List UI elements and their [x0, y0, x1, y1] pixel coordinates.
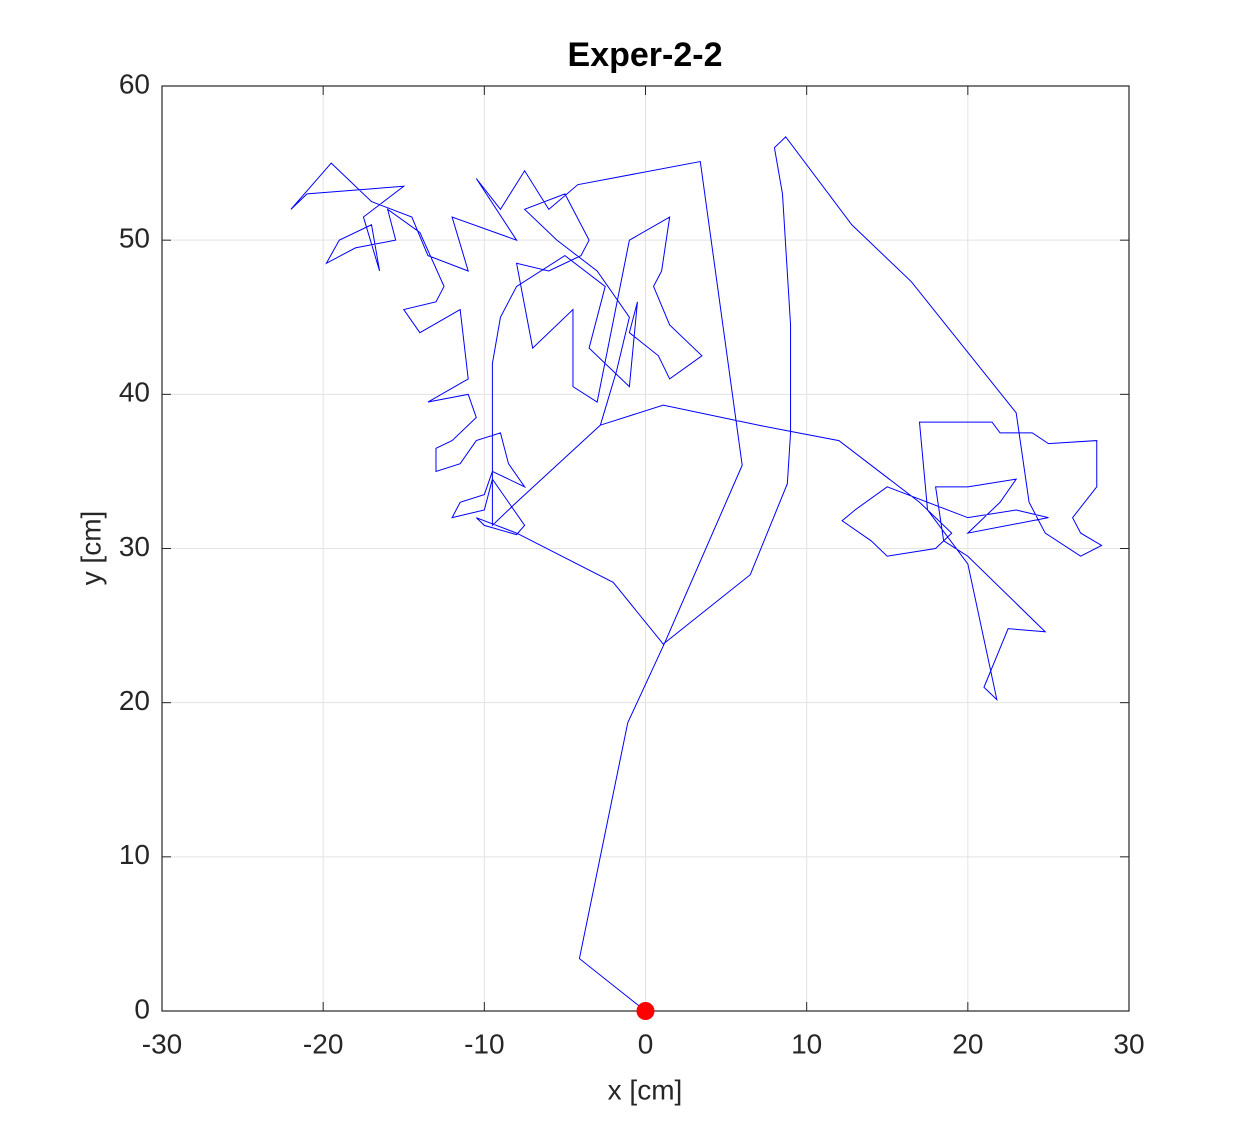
x-tick-label: -10: [464, 1028, 504, 1059]
y-tick-label: 0: [134, 993, 150, 1024]
y-tick-label: 40: [119, 377, 150, 408]
y-tick-label: 50: [119, 223, 150, 254]
y-tick-label: 20: [119, 685, 150, 716]
x-tick-label: 20: [952, 1028, 983, 1059]
x-tick-label: 30: [1113, 1028, 1144, 1059]
trajectory-line: [290, 136, 1103, 1012]
x-tick-label: 0: [638, 1028, 654, 1059]
y-tick-label: 10: [119, 839, 150, 870]
x-tick-label: -30: [142, 1028, 182, 1059]
chart-title: Exper-2-2: [568, 36, 723, 74]
y-tick-label: 30: [119, 531, 150, 562]
y-axis-label: y [cm]: [75, 511, 106, 586]
x-axis-label: x [cm]: [608, 1074, 683, 1105]
x-tick-label: -20: [303, 1028, 343, 1059]
x-tick-label: 10: [791, 1028, 822, 1059]
start-marker: [636, 1002, 655, 1020]
y-tick-label: 60: [119, 68, 150, 99]
